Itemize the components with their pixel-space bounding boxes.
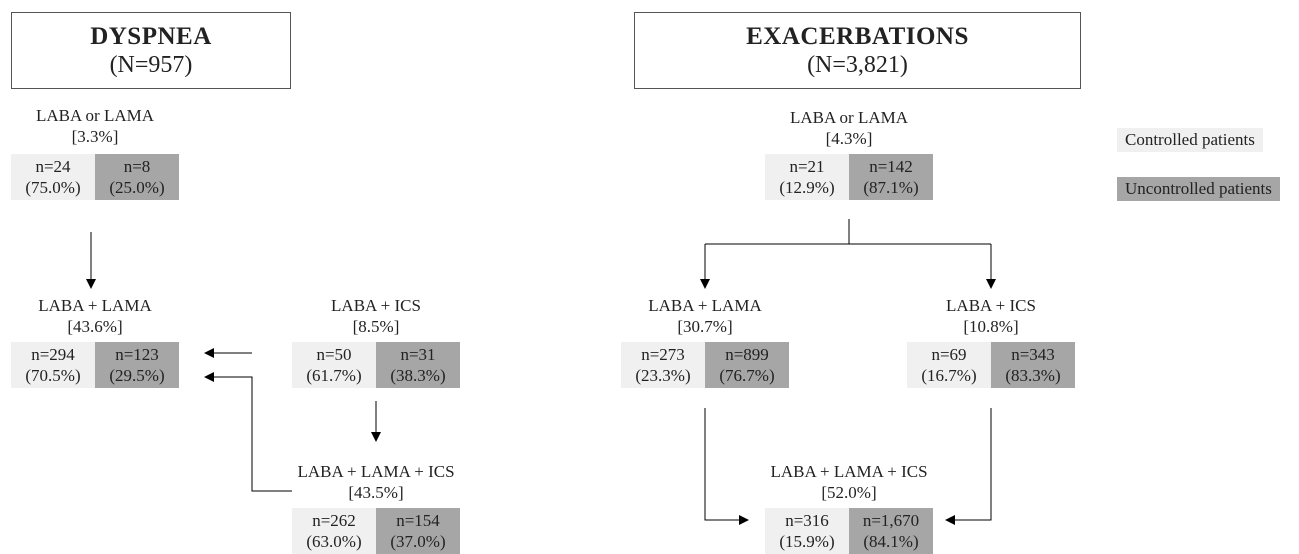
legend-controlled: Controlled patients <box>1117 128 1263 152</box>
controlled-count: n=273 <box>641 345 685 364</box>
node-share: [3.3%] <box>71 127 119 146</box>
dys-laba-ics-uncontrolled: n=31 (38.3%) <box>376 342 460 388</box>
dys-laba-or-lama-uncontrolled: n=8 (25.0%) <box>95 154 179 200</box>
dys-laba-lama-uncontrolled: n=123 (29.5%) <box>95 342 179 388</box>
controlled-percent: (61.7%) <box>306 366 362 385</box>
exacerbations-header: EXACERBATIONS (N=3,821) <box>634 12 1081 89</box>
uncontrolled-count: n=31 <box>400 345 436 364</box>
dyspnea-header: DYSPNEA (N=957) <box>11 12 291 89</box>
node-share: [52.0%] <box>821 483 877 502</box>
controlled-count: n=294 <box>31 345 75 364</box>
exa-laba-lama-ics-uncontrolled: n=1,670 (84.1%) <box>849 508 933 554</box>
controlled-percent: (63.0%) <box>306 532 362 551</box>
exa-laba-or-lama-controlled: n=21 (12.9%) <box>765 154 849 200</box>
controlled-percent: (70.5%) <box>25 366 81 385</box>
exa-laba-or-lama-uncontrolled: n=142 (87.1%) <box>849 154 933 200</box>
controlled-count: n=21 <box>789 157 825 176</box>
dys-laba-lama-ics-uncontrolled: n=154 (37.0%) <box>376 508 460 554</box>
node-share: [30.7%] <box>677 317 733 336</box>
node-name: LABA or LAMA <box>789 108 909 127</box>
controlled-percent: (16.7%) <box>921 366 977 385</box>
arrow-dys-triple-to-labalama <box>204 372 292 492</box>
uncontrolled-count: n=123 <box>115 345 159 364</box>
node-share: [10.8%] <box>963 317 1019 336</box>
node-share: [43.6%] <box>67 317 123 336</box>
node-name: LABA + LAMA + ICS <box>297 462 455 481</box>
node-name: LABA + LAMA + ICS <box>770 462 928 481</box>
exa-laba-lama-label: LABA + LAMA [30.7%] <box>621 295 789 337</box>
dys-laba-lama-ics-label: LABA + LAMA + ICS [43.5%] <box>282 461 470 503</box>
controlled-count: n=262 <box>312 511 356 530</box>
node-name: LABA or LAMA <box>35 106 155 125</box>
dys-laba-lama-controlled: n=294 (70.5%) <box>11 342 95 388</box>
exa-laba-ics-uncontrolled: n=343 (83.3%) <box>991 342 1075 388</box>
dys-laba-ics-label: LABA + ICS [8.5%] <box>292 295 460 337</box>
dys-laba-ics-controlled: n=50 (61.7%) <box>292 342 376 388</box>
uncontrolled-percent: (25.0%) <box>109 178 165 197</box>
node-name: LABA + LAMA <box>38 296 152 315</box>
dys-laba-or-lama-label: LABA or LAMA [3.3%] <box>11 105 179 147</box>
controlled-count: n=24 <box>35 157 71 176</box>
uncontrolled-count: n=142 <box>869 157 913 176</box>
exa-laba-lama-uncontrolled: n=899 (76.7%) <box>705 342 789 388</box>
arrow-exa-labaics-to-triple <box>945 408 992 525</box>
legend-uncontrolled: Uncontrolled patients <box>1117 177 1280 201</box>
uncontrolled-percent: (38.3%) <box>390 366 446 385</box>
uncontrolled-percent: (29.5%) <box>109 366 165 385</box>
uncontrolled-count: n=343 <box>1011 345 1055 364</box>
node-share: [4.3%] <box>825 129 873 148</box>
uncontrolled-percent: (83.3%) <box>1005 366 1061 385</box>
uncontrolled-percent: (37.0%) <box>390 532 446 551</box>
uncontrolled-percent: (87.1%) <box>863 178 919 197</box>
uncontrolled-percent: (84.1%) <box>863 532 919 551</box>
dyspnea-n: (N=957) <box>109 52 193 78</box>
exa-laba-lama-ics-label: LABA + LAMA + ICS [52.0%] <box>755 461 943 503</box>
exa-laba-ics-label: LABA + ICS [10.8%] <box>907 295 1075 337</box>
dys-laba-lama-ics-controlled: n=262 (63.0%) <box>292 508 376 554</box>
controlled-percent: (75.0%) <box>25 178 81 197</box>
arrow-exa-labalama-to-triple <box>704 408 749 525</box>
uncontrolled-count: n=1,670 <box>862 511 920 530</box>
controlled-percent: (23.3%) <box>635 366 691 385</box>
exa-laba-lama-ics-controlled: n=316 (15.9%) <box>765 508 849 554</box>
uncontrolled-percent: (76.7%) <box>719 366 775 385</box>
controlled-count: n=50 <box>316 345 352 364</box>
exa-laba-ics-controlled: n=69 (16.7%) <box>907 342 991 388</box>
controlled-count: n=69 <box>931 345 967 364</box>
node-name: LABA + ICS <box>946 296 1036 315</box>
controlled-count: n=316 <box>785 511 829 530</box>
dys-laba-lama-label: LABA + LAMA [43.6%] <box>11 295 179 337</box>
node-share: [43.5%] <box>348 483 404 502</box>
node-share: [8.5%] <box>352 317 400 336</box>
node-name: LABA + ICS <box>331 296 421 315</box>
controlled-percent: (12.9%) <box>779 178 835 197</box>
exacerbations-n: (N=3,821) <box>807 52 908 78</box>
exa-laba-lama-controlled: n=273 (23.3%) <box>621 342 705 388</box>
uncontrolled-count: n=154 <box>396 511 440 530</box>
uncontrolled-count: n=8 <box>123 157 151 176</box>
node-name: LABA + LAMA <box>648 296 762 315</box>
exacerbations-title: EXACERBATIONS <box>746 23 969 50</box>
controlled-percent: (15.9%) <box>779 532 835 551</box>
dyspnea-title: DYSPNEA <box>90 23 212 50</box>
uncontrolled-count: n=899 <box>725 345 769 364</box>
exa-laba-or-lama-label: LABA or LAMA [4.3%] <box>765 107 933 149</box>
dys-laba-or-lama-controlled: n=24 (75.0%) <box>11 154 95 200</box>
